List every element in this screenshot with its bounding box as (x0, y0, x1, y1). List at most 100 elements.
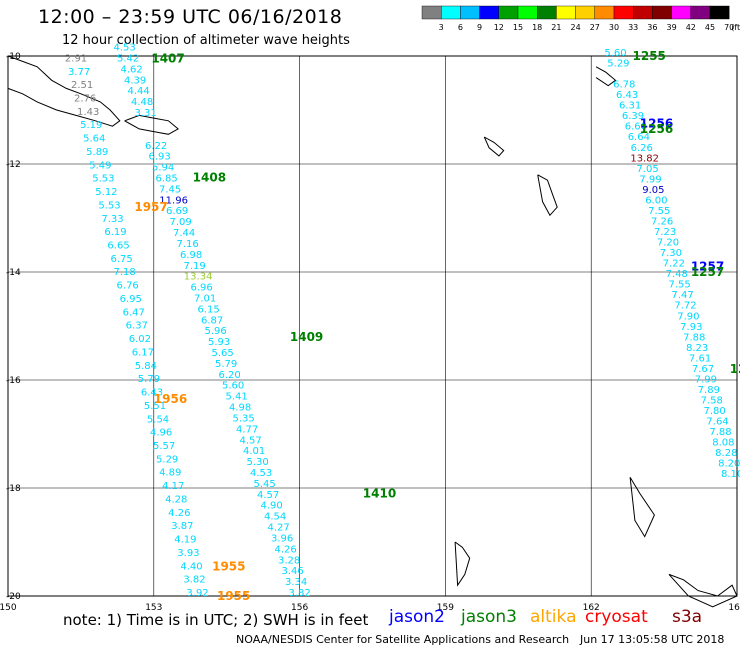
colorbar-tick-label: 70 (724, 23, 734, 32)
colorbar-tick-label: 27 (590, 23, 600, 32)
legend-altika: altika (530, 607, 577, 627)
colorbar-swatch (652, 5, 672, 20)
colorbar-swatch (575, 5, 595, 20)
colorbar-swatch (671, 5, 691, 20)
wave-height-value: 5.93 (208, 337, 230, 348)
pass-time-label: 1407 (151, 52, 184, 66)
colorbar-swatch (421, 5, 442, 20)
wave-height-value: 5.84 (135, 361, 157, 372)
colorbar-tick-label: 3 (439, 23, 444, 32)
colorbar-tick-label: 6 (458, 23, 463, 32)
new-britain-coast (7, 55, 121, 127)
chesterfield-islands (454, 541, 471, 587)
wave-height-value: 6.85 (155, 173, 177, 184)
wave-height-value: 7.88 (683, 332, 705, 343)
colorbar-tick-label: 30 (609, 23, 619, 32)
pass-time-label: 1256 (640, 122, 673, 136)
wave-height-value: 6.43 (141, 388, 163, 399)
wave-height-value: 7.99 (695, 374, 717, 385)
colorbar-tick-label: 24 (571, 23, 581, 32)
wave-height-value: 7.93 (680, 322, 702, 333)
wave-height-value: 7.64 (706, 417, 728, 428)
wave-height-value: 5.29 (607, 59, 629, 70)
pass-time-label: 1255 (633, 49, 666, 63)
wave-height-value: 5.30 (246, 457, 268, 468)
wave-height-value: 13.34 (184, 272, 213, 283)
pass-time-label: 1955 (212, 559, 245, 573)
wave-height-value: 7.05 (636, 164, 658, 175)
lat-tick-label: -10 (6, 52, 21, 62)
wave-height-value: 6.43 (616, 90, 638, 101)
legend-jason3: jason3 (461, 607, 517, 627)
lon-tick-label: 153 (145, 603, 162, 613)
wave-height-value: 4.62 (121, 64, 143, 75)
legend-jason2: jason2 (389, 607, 445, 627)
colorbar-swatch (556, 5, 576, 20)
wave-height-value: 7.80 (704, 406, 726, 417)
wave-height-value: 5.94 (152, 163, 174, 174)
wave-height-value: 13.82 (630, 153, 659, 164)
wave-height-value: 4.53 (250, 468, 272, 479)
wave-height-value: 7.48 (666, 269, 688, 280)
colorbar-tick-label: 33 (628, 23, 638, 32)
wave-height-value: 6.17 (132, 347, 154, 358)
map-title: 12:00 – 23:59 UTC 06/16/2018 (38, 6, 343, 28)
wave-height-value: 6.60 (625, 122, 647, 133)
colorbar-tick-label: 18 (532, 23, 542, 32)
colorbar-swatch (690, 5, 711, 20)
map-subtitle: 12 hour collection of altimeter wave hei… (62, 33, 350, 48)
wave-height-value: 3.96 (271, 533, 293, 544)
pass-time-label: 1408 (193, 171, 226, 185)
wave-height-value: 6.76 (117, 281, 139, 292)
wave-height-value: 4.98 (229, 403, 251, 414)
wave-height-value: 4.48 (131, 97, 153, 108)
wave-height-value: 6.87 (201, 315, 223, 326)
lon-tick-label: 162 (583, 603, 600, 613)
wave-height-value: 4.01 (243, 446, 265, 457)
louisiade-islands (124, 114, 179, 135)
wave-height-value: 5.89 (86, 147, 108, 158)
wave-height-value: 7.45 (159, 184, 181, 195)
wave-height-value: 7.18 (114, 267, 136, 278)
colorbar-tick-label: 42 (686, 23, 696, 32)
wave-height-value: 2.76 (74, 93, 96, 104)
wave-height-value: 9.05 (642, 185, 664, 196)
wave-height-value: 5.41 (225, 392, 247, 403)
wave-height-value: 6.75 (110, 254, 132, 265)
wave-height-value: 7.89 (698, 385, 720, 396)
wave-height-value: 5.57 (153, 441, 175, 452)
wave-height-value: 5.53 (98, 200, 120, 211)
wave-height-value: 7.99 (639, 174, 661, 185)
wave-height-value: 4.17 (162, 481, 184, 492)
wave-height-value: 5.96 (204, 326, 226, 337)
colorbar-tick-label: 36 (647, 23, 657, 32)
colorbar-tick-label: 12 (494, 23, 504, 32)
wave-height-value: 7.33 (101, 214, 123, 225)
colorbar-swatch (498, 5, 519, 20)
wave-height-value: 6.26 (631, 143, 653, 154)
pass-time-label: 1256 (640, 117, 673, 131)
wave-height-value: 3.28 (278, 555, 300, 566)
wave-height-value: 5.65 (211, 348, 233, 359)
wave-height-value: 5.42 (117, 54, 139, 65)
colorbar-swatch (479, 5, 500, 20)
colorbar-tick-label: 15 (513, 23, 523, 32)
wave-height-value: 8.20 (718, 459, 740, 470)
wave-height-value: 7.01 (194, 293, 216, 304)
wave-height-value: 7.19 (183, 261, 205, 272)
lat-tick-label: -14 (6, 268, 21, 278)
lat-tick-label: -18 (6, 484, 21, 494)
wave-height-value: 4.89 (159, 468, 181, 479)
wave-height-value: 3.34 (285, 577, 307, 588)
wave-height-value: 4.54 (264, 512, 286, 523)
wave-height-value: 7.72 (674, 301, 696, 312)
wave-height-value: 6.22 (145, 141, 167, 152)
wave-height-value: 4.26 (274, 544, 296, 555)
wave-height-value: 5.29 (156, 454, 178, 465)
wave-height-value: 4.53 (114, 43, 136, 54)
lat-tick-label: -20 (6, 592, 21, 602)
colorbar-swatch (460, 5, 480, 20)
rennell-island (483, 136, 505, 157)
colorbar-swatch (441, 5, 461, 20)
colorbar-tick-label: 39 (667, 23, 677, 32)
